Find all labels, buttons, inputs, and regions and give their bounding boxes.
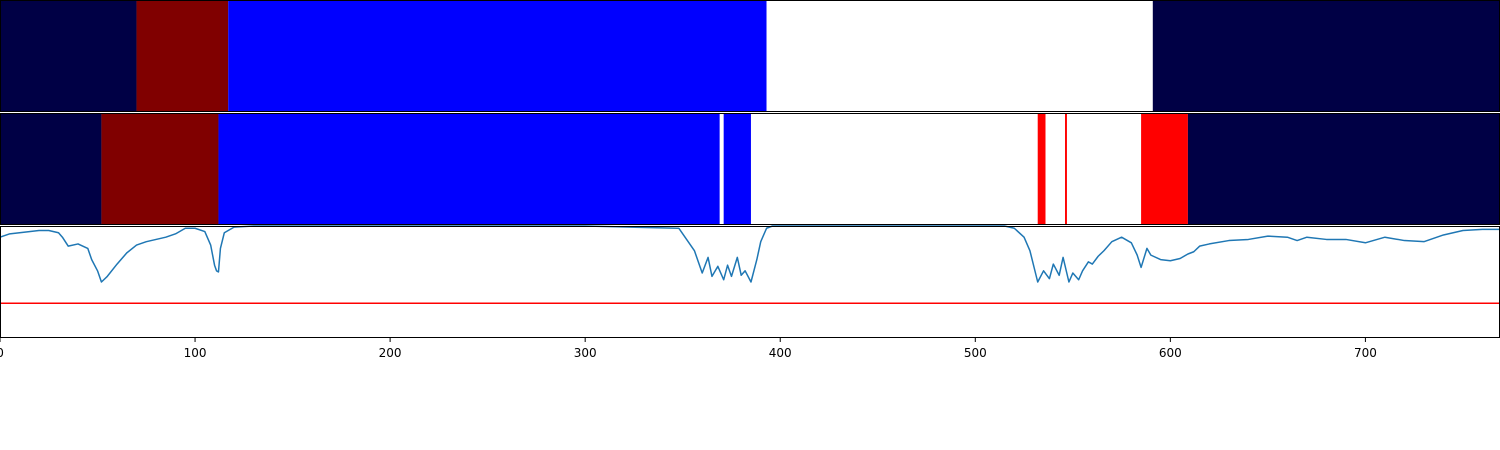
segment-1-0 bbox=[0, 113, 102, 225]
segment-1-10 bbox=[1141, 113, 1188, 225]
x-tick-label: 600 bbox=[1159, 346, 1182, 360]
x-tick-label: 0 bbox=[0, 346, 4, 360]
x-tick-label: 300 bbox=[574, 346, 597, 360]
x-tick-label: 100 bbox=[184, 346, 207, 360]
x-tick-label: 400 bbox=[769, 346, 792, 360]
panel-frame bbox=[0, 226, 1500, 338]
signal-line-panel bbox=[0, 225, 1500, 338]
segment-1-4 bbox=[723, 113, 751, 225]
segment-1-6 bbox=[1037, 113, 1046, 225]
signal-line bbox=[0, 225, 1500, 283]
x-axis: 0 100 200 300 400 500 600 700 bbox=[0, 338, 1377, 360]
x-tick-label: 500 bbox=[964, 346, 987, 360]
segment-0-0 bbox=[0, 0, 137, 112]
segment-1-9 bbox=[1066, 113, 1142, 225]
middle-segment-bar bbox=[0, 113, 1500, 225]
segment-1-8 bbox=[1065, 113, 1067, 225]
x-tick-label: 700 bbox=[1354, 346, 1377, 360]
segment-1-5 bbox=[750, 113, 1038, 225]
segment-0-3 bbox=[766, 0, 1153, 112]
segment-0-4 bbox=[1152, 0, 1500, 112]
segment-1-7 bbox=[1045, 113, 1066, 225]
segment-1-1 bbox=[101, 113, 219, 225]
x-tick-label: 200 bbox=[379, 346, 402, 360]
top-segment-bar bbox=[0, 0, 1500, 112]
segment-0-1 bbox=[136, 0, 229, 112]
segment-0-2 bbox=[228, 0, 767, 112]
segment-1-3 bbox=[719, 113, 724, 225]
segment-1-11 bbox=[1187, 113, 1500, 225]
segment-1-2 bbox=[218, 113, 720, 225]
